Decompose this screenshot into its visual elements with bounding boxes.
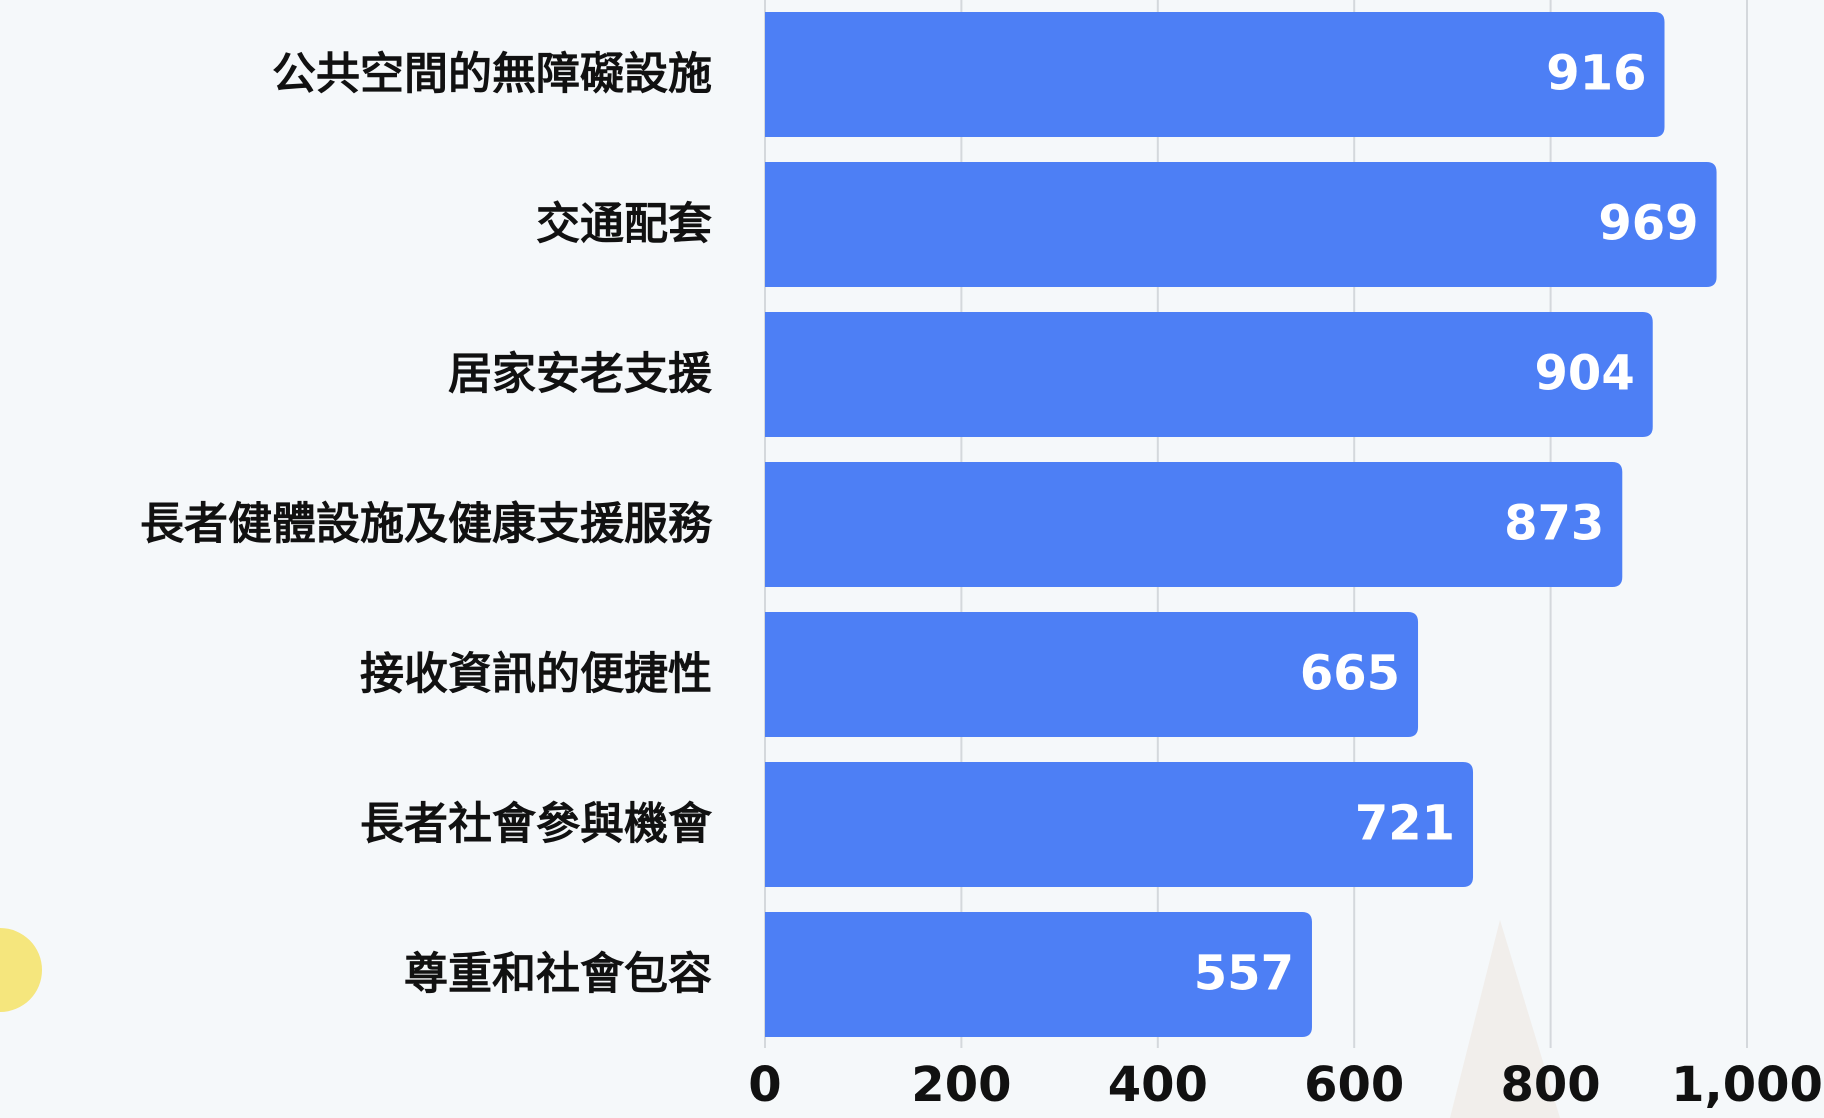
bar bbox=[765, 162, 1717, 287]
chart: 0 200 400 600 800 1,000 公共空間的無障礙設施 916 交通配套 969 居家… bbox=[0, 0, 1824, 1118]
x-tick-label: 1,000 bbox=[1671, 1057, 1823, 1113]
y-tick-label: 尊重和社會包容 bbox=[404, 949, 712, 1000]
bar bbox=[765, 312, 1653, 437]
y-tick-label: 居家安老支援 bbox=[448, 349, 713, 400]
value-label: 873 bbox=[1504, 496, 1604, 552]
y-tick-label: 接收資訊的便捷性 bbox=[360, 649, 712, 700]
decor-circle bbox=[0, 928, 42, 1012]
value-label: 557 bbox=[1194, 946, 1294, 1002]
y-tick-label: 長者社會參與機會 bbox=[360, 799, 713, 850]
x-tick-label: 600 bbox=[1304, 1057, 1404, 1113]
x-tick-label: 0 bbox=[748, 1057, 781, 1113]
bar bbox=[765, 12, 1665, 137]
y-tick-label: 交通配套 bbox=[536, 199, 712, 250]
value-label: 665 bbox=[1300, 646, 1400, 702]
x-tick-label: 800 bbox=[1500, 1057, 1600, 1113]
page: {"chart_data": {"type": "bar", "orientat… bbox=[0, 0, 1824, 1118]
y-tick-label: 公共空間的無障礙設施 bbox=[272, 49, 712, 100]
y-tick-label: 長者健體設施及健康支援服務 bbox=[140, 499, 713, 550]
bar bbox=[765, 462, 1622, 587]
value-label: 904 bbox=[1535, 346, 1635, 402]
value-label: 969 bbox=[1598, 196, 1698, 252]
x-tick-label: 200 bbox=[911, 1057, 1011, 1113]
x-tick-label: 400 bbox=[1108, 1057, 1208, 1113]
value-label: 721 bbox=[1355, 796, 1455, 852]
value-label: 916 bbox=[1546, 46, 1646, 102]
